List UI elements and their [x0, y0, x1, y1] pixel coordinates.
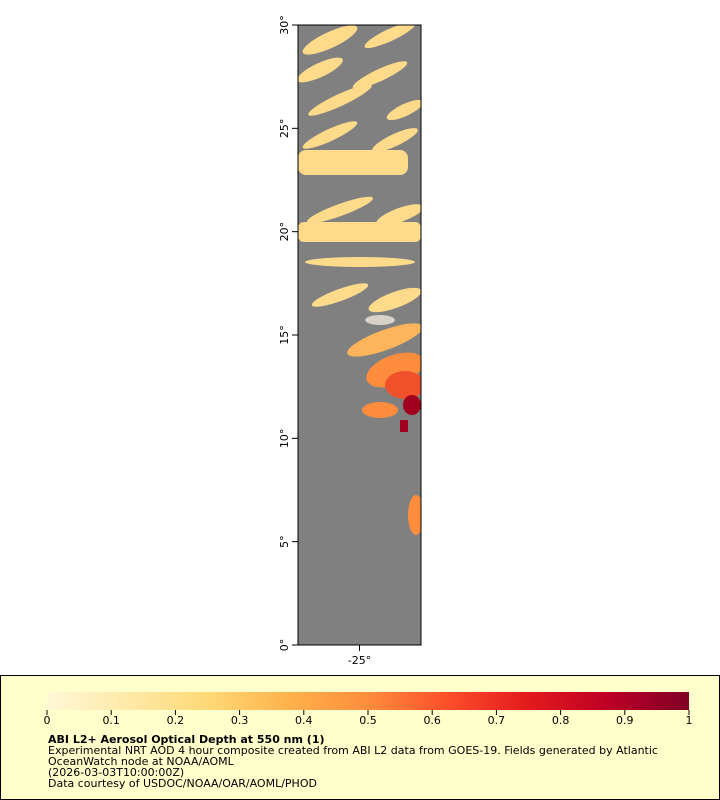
colorbar-tick-label: 0.9 — [616, 714, 634, 727]
colorbar — [47, 692, 689, 710]
colorbar-tick-label: 0.8 — [552, 714, 570, 727]
colorbar-tick-label: 0.7 — [488, 714, 506, 727]
colorbar-tick-label: 0 — [44, 714, 51, 727]
lat-tick-label: 25° — [278, 119, 291, 139]
lon-tick-label: -25° — [348, 654, 371, 667]
lat-tick-label: 10° — [278, 429, 291, 449]
colorbar-tick-label: 0.5 — [359, 714, 377, 727]
colorbar-tick-label: 0.2 — [167, 714, 185, 727]
lat-tick-label: 20° — [278, 222, 291, 242]
colorbar-tick-label: 0.1 — [102, 714, 120, 727]
lat-tick-label: 0° — [278, 639, 291, 652]
colorbar-tick-label: 0.6 — [423, 714, 441, 727]
legend-line: Experimental NRT AOD 4 hour composite cr… — [48, 744, 658, 757]
legend-line: (2026-03-03T10:00:00Z) — [48, 766, 184, 779]
legend-title: ABI L2+ Aerosol Optical Depth at 550 nm … — [48, 733, 325, 746]
colorbar-tick-label: 1 — [686, 714, 693, 727]
legend-line: OceanWatch node at NOAA/AOML — [48, 755, 235, 768]
lat-tick-label: 15° — [278, 325, 291, 345]
lat-tick-label: 30° — [278, 15, 291, 35]
map-image — [298, 25, 421, 645]
colorbar-tick-label: 0.4 — [295, 714, 313, 727]
colorbar-tick-label: 0.3 — [231, 714, 249, 727]
lat-tick-label: 5° — [278, 535, 291, 548]
legend-line: Data courtesy of USDOC/NOAA/OAR/AOML/PHO… — [48, 777, 317, 790]
